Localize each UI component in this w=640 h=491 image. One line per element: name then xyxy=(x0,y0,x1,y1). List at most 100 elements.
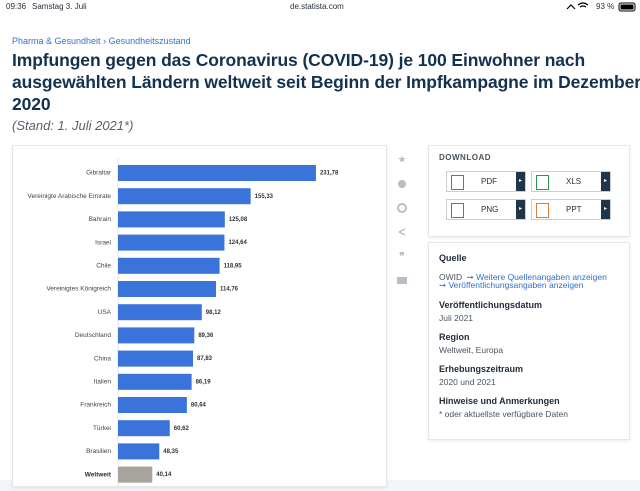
bar xyxy=(118,350,194,367)
share-icon[interactable] xyxy=(398,228,406,236)
value-label: 89,36 xyxy=(198,333,214,339)
info-text: * oder aktuellste verfügbare Daten xyxy=(439,409,568,419)
source-link[interactable]: ➞ Weitere Quellenangaben anzeigen xyxy=(466,272,607,282)
button-arrow: ▸ xyxy=(516,172,525,191)
value-label: 86,19 xyxy=(196,379,212,385)
source-name: OWID xyxy=(439,272,463,282)
value-label: 114,76 xyxy=(220,287,239,293)
status-bar: 09:36 Samstag 3. Juli de.statista.com 93… xyxy=(0,0,640,14)
value-label: 87,83 xyxy=(197,356,213,362)
print-icon[interactable] xyxy=(397,277,407,284)
category-label: Vereinigte Arabische Emirate xyxy=(28,193,112,200)
chart-container: Gibraltar 231,78 Vereinigte Arabische Emir… xyxy=(12,145,387,487)
title-line: 2020 xyxy=(12,94,51,114)
value-label: 125,08 xyxy=(229,217,248,223)
bar xyxy=(118,304,202,321)
category-label: Bahrain xyxy=(89,216,112,223)
download-panel: DOWNLOAD PDF ▸ XLS ▸ PNG ▸ PPT ▸ xyxy=(428,145,630,237)
value-label: 40,14 xyxy=(156,472,172,478)
status-icons xyxy=(566,2,636,12)
button-arrow: ▸ xyxy=(601,200,610,219)
date: Samstag 3. Juli xyxy=(32,2,87,11)
bar xyxy=(118,466,153,483)
info-heading: Hinweise und Anmerkungen xyxy=(439,396,560,406)
breadcrumb-link[interactable]: Gesundheitszustand xyxy=(108,36,191,46)
value-label: 124,64 xyxy=(228,240,247,246)
battery-fill xyxy=(620,4,634,10)
category-label: Vereinigtes Königreich xyxy=(46,286,111,293)
value-label: 155,33 xyxy=(255,194,274,200)
button-label: PNG xyxy=(481,205,499,214)
info-heading: Region xyxy=(439,332,470,342)
value-label: 48,35 xyxy=(163,449,179,455)
category-label: Gibraltar xyxy=(86,170,112,177)
breadcrumb-link[interactable]: Pharma & Gesundheit xyxy=(12,36,101,46)
download-button[interactable]: PNG ▸ xyxy=(446,199,526,220)
info-panel: Quelle OWID ➞ Weitere Quellenangaben anz… xyxy=(428,242,630,440)
file-icon xyxy=(536,175,549,190)
button-label: XLS xyxy=(566,177,582,186)
publication-link[interactable]: ➞ Veröffentlichungsangaben anzeigen xyxy=(439,280,584,290)
notify-icon[interactable] xyxy=(398,180,406,188)
battery-icon xyxy=(618,2,636,12)
bar xyxy=(118,234,225,251)
favorite-icon[interactable]: ★ xyxy=(398,155,407,166)
source-line: OWID ➞ Weitere Quellenangaben anzeigen xyxy=(439,267,607,285)
location-icon xyxy=(566,4,576,10)
tool-icons: ★ ❞ xyxy=(397,155,407,284)
info-text: 2020 und 2021 xyxy=(439,377,496,387)
url[interactable]: de.statista.com xyxy=(290,2,344,11)
button-label: PDF xyxy=(481,177,497,186)
info-heading: Erhebungszeitraum xyxy=(439,364,524,374)
download-button[interactable]: PDF ▸ xyxy=(446,171,526,192)
bar xyxy=(118,188,251,205)
info-text: Juli 2021 xyxy=(439,313,474,323)
category-label: Weltweit xyxy=(85,471,112,478)
bar xyxy=(118,397,187,413)
battery-level: 93 % xyxy=(596,2,615,11)
file-icon xyxy=(451,203,464,218)
title-line: ausgewählten Ländern weltweit seit Begin… xyxy=(12,72,640,92)
time: 09:36 xyxy=(6,2,27,11)
bar xyxy=(118,211,225,228)
bar xyxy=(118,373,192,390)
button-label: PPT xyxy=(566,205,582,214)
category-label: Deutschland xyxy=(75,332,112,339)
file-icon xyxy=(451,175,464,190)
settings-icon[interactable] xyxy=(397,203,407,213)
bar xyxy=(118,257,220,274)
category-label: Italien xyxy=(94,379,112,386)
breadcrumb: Pharma & Gesundheit › Gesundheitszustand xyxy=(12,36,191,46)
button-arrow: ▸ xyxy=(601,172,610,191)
category-label: Frankreich xyxy=(80,402,111,409)
value-label: 98,12 xyxy=(206,310,222,316)
bar xyxy=(118,281,217,297)
file-icon xyxy=(536,203,549,218)
value-label: 118,95 xyxy=(224,263,243,269)
value-label: 231,78 xyxy=(320,171,339,177)
chart: Gibraltar 231,78 Vereinigte Arabische Emir… xyxy=(28,158,339,486)
category-label: Türkei xyxy=(93,425,111,432)
download-heading: DOWNLOAD xyxy=(439,153,491,162)
category-label: USA xyxy=(98,309,112,316)
value-label: 60,62 xyxy=(174,426,190,432)
title-line: Impfungen gegen das Coronavirus (COVID-1… xyxy=(12,50,586,70)
bar xyxy=(118,165,316,181)
info-text: Weltweit, Europa xyxy=(439,345,504,355)
category-label: Brasilien xyxy=(86,448,111,455)
info-heading: Quelle xyxy=(439,253,467,263)
button-arrow: ▸ xyxy=(516,200,525,219)
value-label: 80,64 xyxy=(191,403,207,409)
page-content: Pharma & Gesundheit › Gesundheitszustand… xyxy=(0,14,640,487)
bar xyxy=(118,327,195,344)
download-button[interactable]: XLS ▸ xyxy=(531,171,611,192)
bar xyxy=(118,420,170,437)
download-button[interactable]: PPT ▸ xyxy=(531,199,611,220)
cite-icon[interactable]: ❞ xyxy=(399,252,404,263)
wifi-icon xyxy=(577,2,589,8)
subtitle: (Stand: 1. Juli 2021*) xyxy=(12,118,134,133)
category-label: China xyxy=(94,355,111,362)
bar xyxy=(118,443,160,460)
